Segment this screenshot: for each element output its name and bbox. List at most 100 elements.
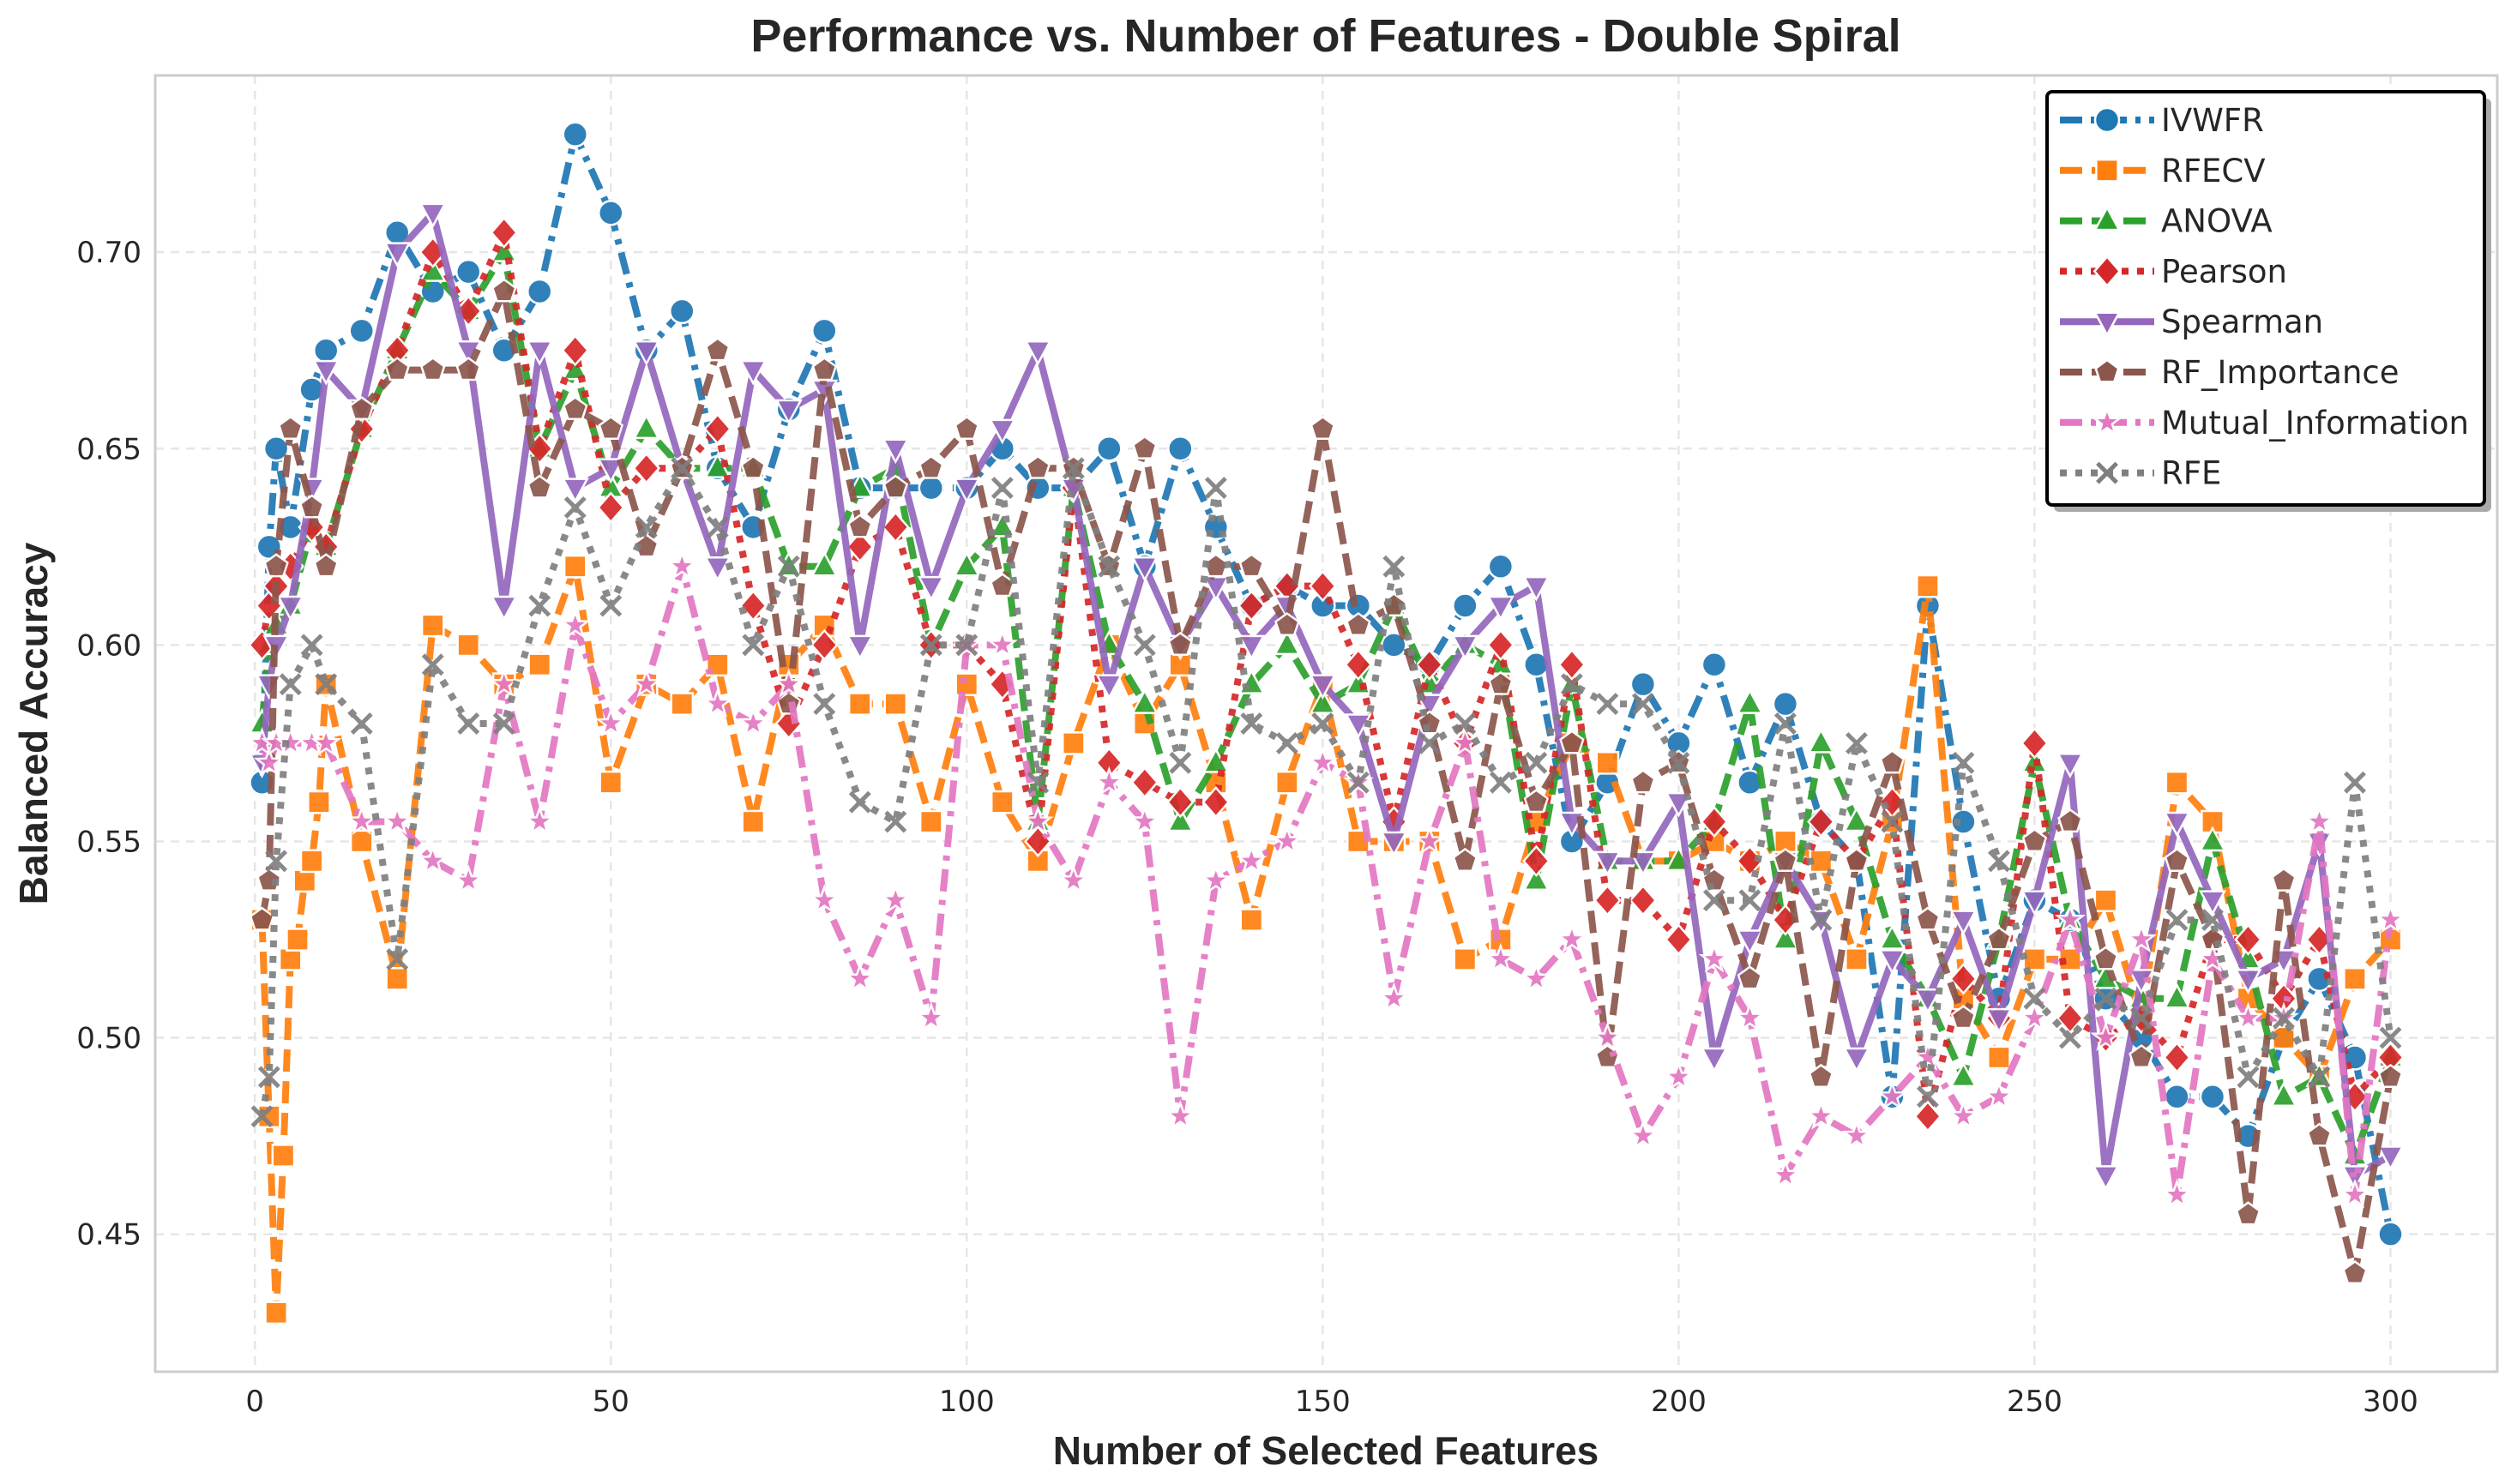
data-point-mutual-information <box>595 706 627 737</box>
data-point-mutual-information <box>1307 746 1339 777</box>
data-point-pearson <box>490 216 519 249</box>
data-point-spearman <box>1878 949 1906 975</box>
data-point-rf-importance <box>1594 1043 1621 1069</box>
data-point-rfe <box>300 634 323 657</box>
data-point-rfe <box>1631 693 1654 716</box>
data-point-ivwfr <box>1167 436 1194 462</box>
data-point-pearson <box>2234 923 2262 956</box>
data-point-mutual-information <box>1093 766 1125 796</box>
data-point-spearman <box>1842 1047 1871 1073</box>
chart-title: Performance vs. Number of Features - Dou… <box>750 10 1900 62</box>
data-point-anova <box>1736 688 1764 714</box>
data-point-rfe <box>2273 1006 2295 1030</box>
data-point-spearman <box>2198 890 2227 916</box>
data-point-rfecv <box>299 849 324 874</box>
y-tick-label: 0.45 <box>76 1218 142 1253</box>
data-point-pearson <box>703 412 732 446</box>
data-point-spearman <box>1130 556 1159 582</box>
data-point-pearson <box>1665 923 1693 956</box>
data-point-mutual-information <box>1734 1001 1766 1032</box>
data-point-mutual-information <box>559 609 591 639</box>
data-point-pearson <box>1700 805 1729 838</box>
y-axis-label: Balanced Accuracy <box>11 542 56 904</box>
data-point-pearson <box>1949 963 1978 995</box>
data-point-rfecv <box>883 692 908 716</box>
data-point-pearson <box>846 531 875 563</box>
data-point-ivwfr <box>262 436 290 462</box>
legend-entry-anova: ANOVA <box>2060 203 2273 240</box>
data-point-ivwfr <box>1772 690 1799 718</box>
data-point-rf-importance <box>313 553 339 578</box>
data-point-rfe <box>2023 987 2046 1010</box>
data-point-pearson <box>561 334 590 367</box>
data-point-rfe <box>279 673 302 696</box>
data-point-rfecv <box>1987 1045 2011 1070</box>
data-point-rfecv <box>1274 770 1299 795</box>
data-point-pearson <box>596 491 625 524</box>
data-point-mutual-information <box>1948 1100 1979 1130</box>
data-point-mutual-information <box>702 688 733 718</box>
data-point-anova <box>1949 1061 1978 1088</box>
data-point-rfecv <box>670 692 695 716</box>
data-point-mutual-information <box>986 628 1019 658</box>
data-point-spearman <box>418 202 447 229</box>
data-point-mutual-information <box>1698 942 1730 973</box>
data-point-spearman <box>490 595 518 622</box>
series-line-mutual-information <box>258 562 2394 1199</box>
data-point-rf-importance <box>1773 847 1798 872</box>
data-point-anova <box>1771 923 1800 950</box>
data-point-mutual-information <box>809 884 840 914</box>
data-point-rfe <box>315 673 338 696</box>
data-point-rf-importance <box>2235 1201 2261 1226</box>
data-point-ivwfr <box>1096 436 1123 462</box>
data-point-rfe <box>2094 987 2117 1010</box>
data-point-mutual-information <box>1592 1021 1623 1052</box>
data-point-rfe <box>350 712 373 735</box>
data-point-rfe <box>265 850 288 873</box>
legend-entry-rfecv: RFECV <box>2060 153 2266 189</box>
data-point-mutual-information <box>1769 1158 1802 1189</box>
data-point-mutual-information <box>1876 1080 1908 1110</box>
data-point-rf-importance <box>384 357 410 382</box>
data-point-mutual-information <box>346 805 377 836</box>
data-point-mutual-information <box>2161 1178 2193 1209</box>
data-point-mutual-information <box>773 668 804 698</box>
data-point-anova <box>810 550 839 577</box>
data-point-spearman <box>1380 831 1408 857</box>
x-tick-label: 150 <box>1295 1385 1351 1419</box>
data-point-rf-importance <box>2271 867 2297 892</box>
legend-marker-rfe <box>2096 461 2118 484</box>
data-point-ivwfr <box>562 121 589 147</box>
data-point-rfecv <box>2093 888 2118 913</box>
data-point-rfecv <box>385 966 410 991</box>
data-point-rf-importance <box>1523 789 1550 814</box>
data-point-spearman <box>383 242 412 268</box>
data-point-mutual-information <box>382 805 413 836</box>
data-point-rf-importance <box>1346 611 1371 637</box>
data-point-mutual-information <box>1983 1080 2015 1110</box>
legend-label-pearson: Pearson <box>2161 253 2287 290</box>
data-point-pearson <box>1201 785 1231 819</box>
legend-marker-spearman <box>2092 311 2122 338</box>
data-point-rfe <box>1987 850 2010 873</box>
data-point-rfe <box>457 712 480 735</box>
data-point-rfe <box>1204 477 1227 500</box>
x-axis-label: Number of Selected Features <box>1053 1428 1599 1473</box>
data-point-rfecv <box>1916 574 1940 598</box>
legend-entry-spearman: Spearman <box>2060 303 2323 340</box>
data-point-mutual-information <box>880 884 912 914</box>
data-point-rf-importance <box>1488 670 1514 695</box>
data-point-rfe <box>599 594 623 617</box>
data-point-mutual-information <box>1129 805 1161 836</box>
data-point-spearman <box>2092 1165 2120 1191</box>
data-point-rf-importance <box>562 395 588 421</box>
data-point-rf-importance <box>455 357 482 382</box>
legend-entry-rf-importance: RF_Importance <box>2060 354 2400 391</box>
data-point-anova <box>1166 806 1195 832</box>
legend-marker-rfecv <box>2095 158 2119 183</box>
data-point-rfecv <box>456 633 481 658</box>
data-point-mutual-information <box>1413 825 1446 855</box>
legend-label-ivwfr: IVWFR <box>2161 102 2264 139</box>
data-point-anova <box>953 550 981 577</box>
data-point-pearson <box>881 511 910 544</box>
